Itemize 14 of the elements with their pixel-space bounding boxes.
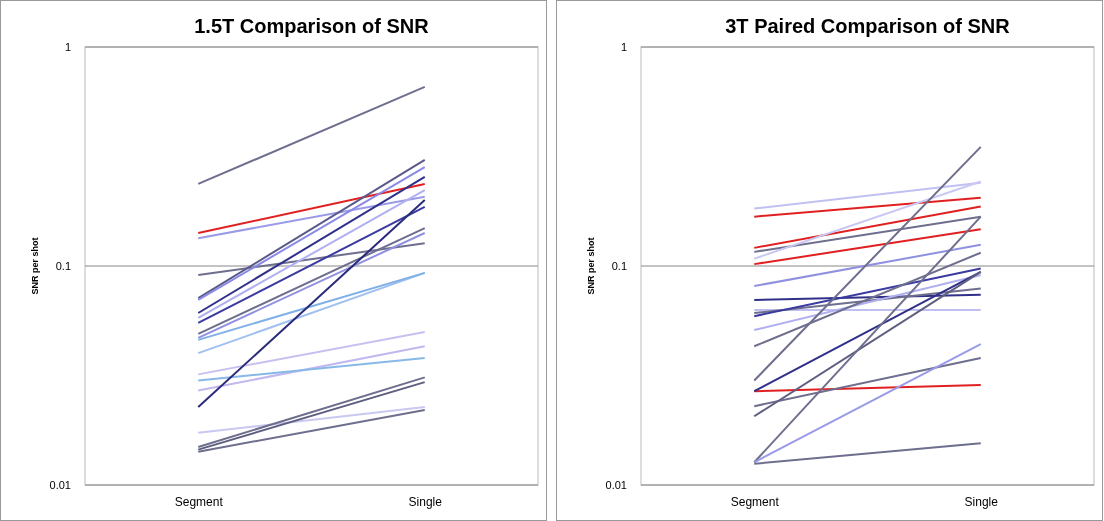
y-axis-title: SNR per shot xyxy=(586,237,596,295)
x-tick-label: Single xyxy=(964,494,999,509)
y-tick-label: 0.1 xyxy=(55,260,71,273)
y-tick-label: 0.1 xyxy=(611,260,627,273)
y-tick-label: 0.01 xyxy=(49,479,71,492)
x-tick-label: Single xyxy=(408,494,443,509)
y-tick-label: 1 xyxy=(620,41,627,54)
y-tick-label: 1 xyxy=(64,41,71,54)
y-axis-title: SNR per shot xyxy=(30,237,40,295)
y-tick-label: 0.01 xyxy=(605,479,627,492)
chart-title: 1.5T Comparison of SNR xyxy=(194,15,430,37)
chart-title: 3T Paired Comparison of SNR xyxy=(725,15,1011,37)
x-tick-label: Segment xyxy=(730,494,780,509)
x-tick-label: Segment xyxy=(174,494,224,509)
